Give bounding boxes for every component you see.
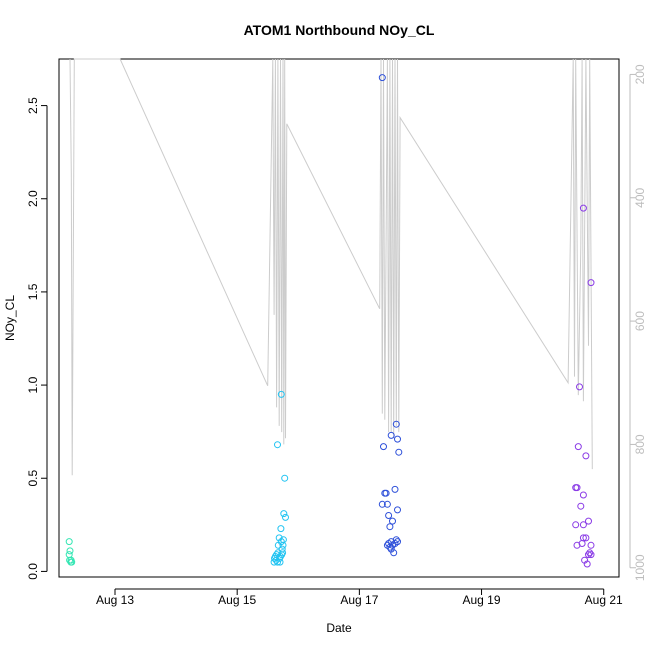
data-point [282, 513, 289, 521]
data-point [279, 549, 287, 557]
data-point [383, 500, 391, 508]
data-point [395, 448, 403, 456]
y-tick-label: 1.0 [26, 376, 40, 393]
data-point [579, 521, 587, 529]
y-tick-label: 0.5 [26, 470, 40, 487]
data-point [586, 549, 594, 557]
series-2 [270, 390, 289, 566]
x-tick-label: Aug 13 [96, 593, 134, 607]
data-point [392, 536, 400, 544]
x-tick-label: Aug 17 [340, 593, 378, 607]
data-point [387, 545, 395, 553]
secondary-series-line [69, 58, 593, 476]
x-tick-label: Aug 15 [218, 593, 256, 607]
data-point [277, 525, 285, 533]
y-tick-label: 1.5 [26, 283, 40, 300]
data-point [383, 541, 391, 549]
data-point [274, 558, 281, 566]
data-point [65, 551, 73, 559]
secondary-tick-label: 400 [633, 187, 647, 207]
data-point [572, 521, 580, 529]
points-layer [65, 74, 595, 568]
data-point [380, 443, 387, 451]
data-point [583, 560, 591, 568]
secondary-tick-label: 600 [633, 311, 647, 331]
data-point [277, 390, 285, 398]
data-point [385, 512, 393, 519]
plot-frame [58, 58, 620, 578]
data-point [66, 547, 74, 555]
data-point [585, 517, 592, 525]
x-tick-label: Aug 21 [585, 593, 623, 607]
data-point [280, 510, 288, 518]
data-point [577, 502, 585, 510]
y-axis: 0.0 0.5 1.0 1.5 2.0 2.5 [26, 97, 48, 580]
data-point [587, 279, 595, 287]
data-point [274, 441, 281, 449]
x-tick-label: Aug 19 [462, 593, 500, 607]
secondary-tick-label: 1000 [633, 554, 647, 581]
data-point [279, 536, 287, 544]
data-point [392, 420, 400, 428]
data-point [394, 538, 401, 546]
data-point [391, 485, 399, 493]
data-point [281, 474, 289, 482]
data-point [65, 538, 73, 546]
data-point [582, 452, 590, 460]
secondary-tick-label: 200 [633, 64, 647, 84]
data-point [378, 74, 386, 82]
data-point [277, 553, 284, 560]
plot-region [58, 58, 620, 578]
data-point [573, 484, 581, 492]
data-point [382, 489, 390, 497]
secondary-line-layer [69, 58, 593, 476]
data-point [582, 534, 590, 542]
y-axis-label: NOy_CL [3, 295, 17, 341]
series-4 [572, 204, 595, 568]
x-axis-label: Date [326, 621, 352, 635]
data-point [68, 558, 76, 566]
data-point [585, 551, 592, 559]
data-point [574, 443, 582, 451]
y-tick-label: 2.0 [26, 190, 40, 207]
series-3 [378, 74, 403, 557]
data-point [394, 506, 401, 514]
data-point [587, 541, 595, 549]
data-point [275, 534, 283, 542]
data-point [579, 491, 587, 499]
secondary-y-axis: 200 400 600 800 1000 [629, 64, 647, 581]
data-point [278, 545, 286, 553]
data-point [277, 538, 285, 546]
series-1 [65, 538, 76, 566]
x-axis: Aug 13 Aug 15 Aug 17 Aug 19 Aug 21 [96, 588, 623, 607]
secondary-tick-label: 800 [633, 434, 647, 454]
data-point [378, 500, 386, 508]
data-point [386, 523, 394, 531]
chart-title: ATOM1 Northbound NOy_CL [244, 22, 435, 38]
y-tick-label: 2.5 [26, 97, 40, 114]
data-point [587, 551, 595, 559]
y-tick-label: 0.0 [26, 563, 40, 580]
data-point [579, 204, 587, 212]
data-point [387, 431, 395, 439]
data-point [579, 534, 587, 542]
data-point [394, 435, 401, 443]
data-point [576, 383, 583, 391]
data-point [389, 517, 396, 525]
